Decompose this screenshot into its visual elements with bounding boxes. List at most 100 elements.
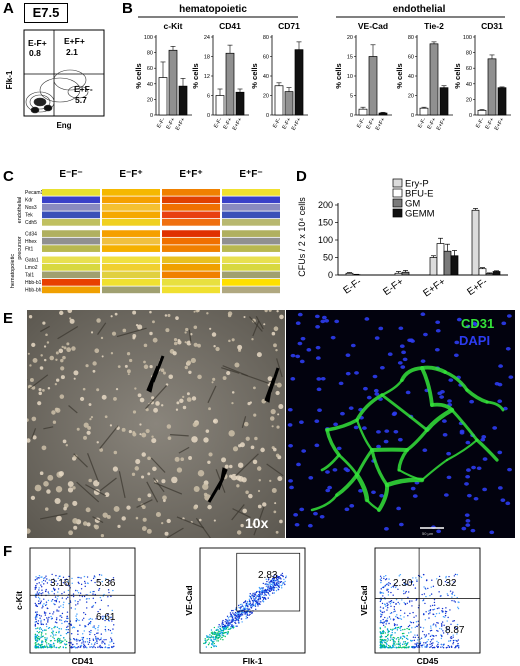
flow-event [275, 589, 278, 592]
flow-event [455, 627, 458, 630]
phase-cell [228, 430, 235, 437]
flow-event [60, 640, 62, 642]
flow-event [386, 646, 389, 649]
phase-cell [51, 410, 56, 415]
flow-event [436, 646, 439, 649]
bar [497, 87, 507, 116]
flow-event [70, 645, 72, 648]
flow-event [109, 580, 111, 582]
flow-event [43, 583, 45, 585]
flow-event [110, 646, 113, 648]
flow-event [456, 645, 458, 647]
flow-event [94, 646, 96, 649]
phase-cell [209, 327, 212, 330]
heatmap-cell [102, 279, 160, 286]
phase-fiber [136, 499, 153, 508]
flow-event [386, 602, 388, 605]
flow-event [105, 578, 107, 580]
phase-cell [54, 497, 61, 505]
phase-fiber [153, 477, 165, 493]
flow-event [237, 604, 240, 607]
flow-event [410, 581, 413, 584]
flow-event [45, 575, 47, 577]
phase-cell [270, 409, 276, 415]
phase-cell [211, 332, 217, 337]
dapi-nucleus [364, 317, 370, 321]
flow-event [47, 621, 49, 623]
stage-label: E7.5 [24, 3, 68, 23]
flow-event [213, 638, 215, 640]
flow-event [225, 618, 227, 621]
flow-event [380, 616, 382, 618]
dapi-nucleus [398, 522, 404, 527]
phase-cell [243, 421, 249, 427]
flow-event [53, 603, 55, 605]
phase-fiber [231, 504, 245, 521]
flow-event [235, 608, 237, 611]
phase-cell [155, 511, 161, 518]
flow-event [380, 579, 382, 582]
flow-event [264, 583, 266, 585]
dapi-nucleus [372, 374, 378, 379]
phase-cell [83, 422, 89, 428]
phase-cell [208, 452, 213, 457]
dapi-nucleus [307, 523, 313, 528]
phase-cell [249, 401, 252, 404]
flow-event [279, 581, 282, 584]
flow-event [239, 612, 241, 614]
flow-event [271, 586, 273, 588]
phase-cell [227, 311, 233, 316]
phase-cell [42, 389, 45, 392]
flow-event [390, 591, 392, 594]
category-label: E+F+ [175, 117, 187, 132]
flow-event [272, 580, 275, 582]
flow-event [449, 640, 451, 642]
phase-cell [137, 393, 142, 398]
flow-event [240, 618, 243, 620]
flow-event [37, 602, 40, 605]
flow-event [258, 586, 261, 589]
y-tick-label: 0 [207, 113, 210, 119]
flow-event [210, 636, 212, 639]
flow-event [56, 609, 58, 611]
flow-event [382, 592, 385, 594]
flow-event [38, 598, 41, 600]
dapi-nucleus [469, 399, 475, 404]
flow-event [445, 626, 448, 628]
phase-cell [96, 388, 100, 392]
flow-event [222, 622, 224, 624]
phase-cell [274, 502, 277, 505]
flow-event [90, 631, 92, 634]
flow-event [446, 581, 448, 584]
flow-event [40, 592, 42, 595]
flow-event [34, 639, 37, 642]
flow-event [93, 643, 96, 645]
flow-event [244, 604, 247, 607]
flow-event [111, 640, 113, 642]
category-label: E+F+ [436, 117, 448, 132]
flow-event [65, 632, 68, 635]
dapi-nucleus [300, 336, 306, 341]
flow-event [85, 601, 88, 603]
dapi-nucleus [344, 507, 350, 512]
dapi-nucleus [465, 519, 471, 523]
flow-event [102, 617, 105, 619]
flow-event [236, 611, 239, 613]
flow-event [405, 637, 408, 640]
phase-cell [151, 438, 157, 444]
flow-event [421, 646, 423, 648]
flow-event [402, 646, 404, 648]
y-axis-label: % cells [250, 63, 259, 88]
flow-event [442, 611, 444, 613]
flow-event [41, 581, 43, 583]
flow-event [107, 596, 109, 598]
flow-event [38, 647, 40, 649]
dapi-nucleus [314, 443, 320, 448]
legend-label: Ery-P [405, 179, 429, 190]
flow-event [45, 629, 47, 631]
flow-event [251, 605, 254, 608]
flow-event [100, 574, 103, 576]
flow-event [52, 631, 54, 633]
flow-event [273, 589, 275, 591]
phase-cell [99, 448, 104, 452]
